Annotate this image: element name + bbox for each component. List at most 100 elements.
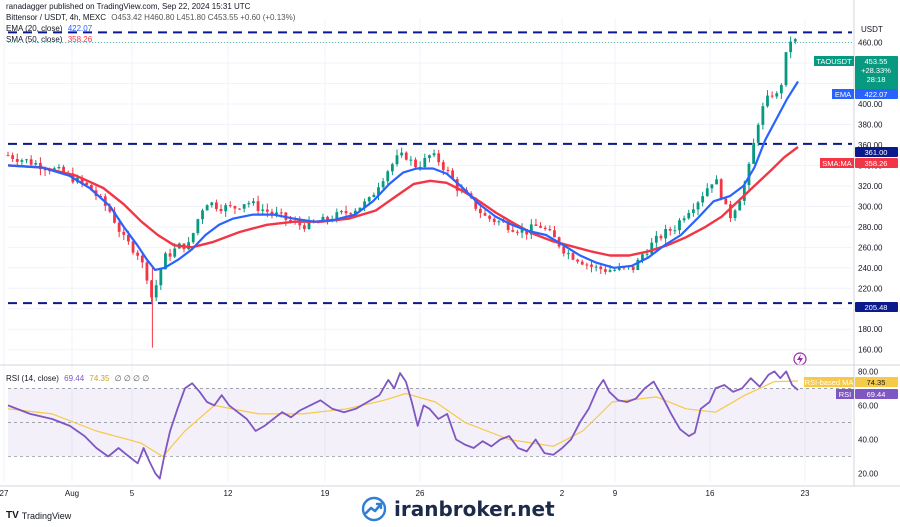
candle-body (275, 212, 278, 215)
last-price-badge[interactable]: 453.55+28.33%28:18 (855, 56, 898, 90)
moving-averages (7, 80, 799, 271)
rsi-legend-extra: ∅ ∅ ∅ ∅ (114, 374, 150, 383)
ema-badge[interactable]: 422.07 (855, 89, 898, 99)
candle-body (20, 160, 24, 162)
candle-body (636, 259, 640, 271)
candle-body (210, 202, 214, 206)
candle-body (256, 201, 260, 211)
candle-body (516, 231, 519, 233)
ema-tag-text: EMA (835, 90, 851, 99)
candle-body (641, 254, 644, 260)
price-tick-label: 320.00 (858, 182, 883, 191)
rsi-ma-tag-text: RSI-based MA (805, 378, 854, 387)
broker-logo-icon (361, 496, 387, 522)
watermark: iranbroker.net (360, 496, 555, 522)
candle-body (492, 218, 496, 222)
ohlc-text: O453.42 H460.80 L451.80 C453.55 +0.60 (+… (111, 13, 296, 22)
time-tick-label: 12 (224, 489, 233, 498)
candle-body (673, 230, 677, 232)
candle-body (483, 213, 487, 216)
price-tick-label: 180.00 (858, 325, 883, 334)
rsi-ma-badge[interactable]: 74.35 (855, 377, 898, 387)
candle-body (733, 210, 737, 219)
candle-body (307, 220, 311, 229)
level-lower-badge[interactable]: 205.48 (855, 302, 898, 312)
rsi-legend[interactable]: RSI (14, close) 69.44 74.35 ∅ ∅ ∅ ∅ (6, 374, 152, 384)
candle-body (386, 171, 390, 182)
candle-body (724, 198, 728, 205)
candle-body (437, 153, 441, 163)
candle-body (261, 209, 265, 211)
candle-body (340, 211, 343, 213)
candle-body (372, 194, 376, 198)
last-price-badge-text: +28.33% (861, 66, 891, 75)
candle-body (191, 233, 195, 243)
candle-body (201, 210, 204, 220)
candle-body (747, 163, 751, 185)
level-upper-badge[interactable]: 361.00 (855, 147, 898, 157)
candle-body (289, 219, 292, 222)
candle-body (150, 280, 153, 298)
candle-body (553, 230, 556, 238)
rsi-tick-label: 20.00 (858, 469, 879, 478)
candle-body (219, 208, 223, 212)
candle-body (43, 169, 47, 171)
candle-body (687, 212, 691, 219)
horizontal-levels (8, 31, 852, 305)
candle-body (659, 235, 663, 239)
tradingview-logo[interactable]: TV TradingView (6, 510, 71, 521)
candle-body (173, 248, 177, 257)
candle-body (390, 164, 394, 172)
sma-legend[interactable]: SMA (50, close) 358.26 (6, 35, 95, 45)
candle-body (511, 230, 515, 232)
candle-body (770, 95, 774, 97)
publisher-text: ranadagger published on TradingView.com,… (6, 2, 251, 11)
candle-body (85, 182, 89, 185)
candle-body (400, 152, 404, 156)
candle-body (789, 41, 793, 53)
rsi-badge[interactable]: 69.44 (855, 389, 898, 399)
candle-body (678, 220, 681, 231)
ema-legend[interactable]: EMA (20, close) 422.07 (6, 24, 95, 34)
candle-body (11, 155, 15, 159)
candle-body (131, 241, 135, 253)
candle-body (196, 219, 200, 234)
candle-body (784, 52, 788, 86)
price-tick-label: 240.00 (858, 264, 883, 273)
rsi-ma-line (7, 380, 799, 458)
alert-icon[interactable] (793, 352, 807, 366)
candle-body (682, 218, 686, 221)
sma-tag: SMA:MA (820, 158, 854, 168)
currency-label: USDT (861, 25, 883, 34)
watermark-text: iranbroker.net (394, 497, 555, 521)
candle-body (335, 212, 339, 221)
candle-body (534, 224, 538, 226)
candle-body (654, 235, 658, 243)
candle-body (233, 206, 237, 209)
candle-body (353, 210, 357, 215)
candle-body (446, 169, 450, 171)
time-tick-label: 19 (321, 489, 330, 498)
candle-body (580, 261, 584, 265)
time-tick-label: 27 (0, 489, 9, 498)
grid-lines (3, 18, 852, 482)
ticker-tag: TAOUSDT (814, 56, 854, 66)
candle-body (650, 242, 654, 254)
rsi-pane (7, 352, 852, 480)
candle-body (775, 93, 779, 97)
candle-body (326, 216, 329, 221)
price-tick-label: 280.00 (858, 223, 883, 232)
price-tick-label: 160.00 (858, 346, 883, 355)
candle-body (187, 242, 191, 250)
candle-body (127, 234, 130, 242)
candle-body (409, 159, 413, 161)
candle-body (478, 208, 482, 214)
symbol-legend[interactable]: Bittensor / USDT, 4h, MEXC O453.42 H460.… (6, 13, 298, 23)
candle-body (617, 267, 621, 270)
sma-badge[interactable]: 358.26 (855, 158, 898, 168)
candle-body (543, 227, 547, 230)
candle-body (428, 155, 431, 158)
candle-body (321, 216, 325, 223)
